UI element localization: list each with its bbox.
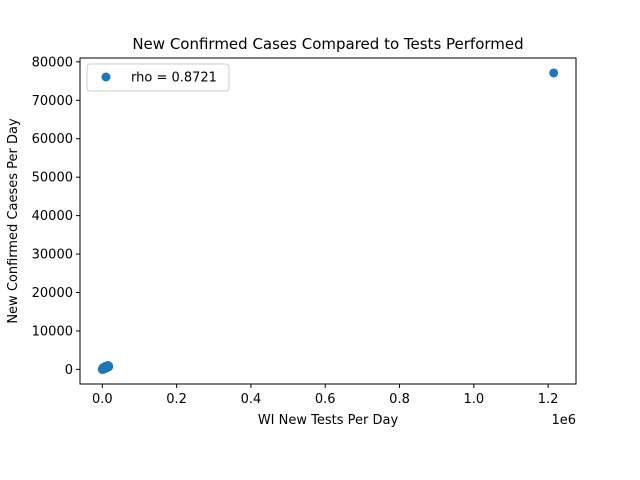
- y-tick-label: 10000: [32, 324, 73, 339]
- x-tick-label: 1.0: [463, 392, 484, 407]
- y-tick-label: 70000: [32, 94, 73, 109]
- y-axis-label: New Confirmed Caeses Per Day: [6, 118, 21, 324]
- plot-frame: [79, 57, 577, 385]
- x-axis-ticks: 0.0 0.2 0.4 0.6 0.8 1.0 1.2: [92, 384, 559, 407]
- x-tick-label: 0.6: [315, 392, 336, 407]
- y-tick-label: 0: [65, 363, 73, 378]
- legend-label: rho = 0.8721: [131, 71, 217, 86]
- legend-marker: [101, 72, 111, 82]
- data-point: [549, 68, 559, 78]
- x-tick-label: 0.8: [389, 392, 410, 407]
- x-tick-label: 0.2: [166, 392, 187, 407]
- data-point: [98, 364, 108, 374]
- y-tick-label: 20000: [32, 286, 73, 301]
- x-axis-label: WI New Tests Per Day: [258, 413, 399, 428]
- data-points: [97, 68, 559, 374]
- x-tick-label: 1.2: [538, 392, 559, 407]
- chart-title: New Confirmed Cases Compared to Tests Pe…: [132, 35, 523, 53]
- y-tick-label: 80000: [32, 55, 73, 70]
- x-tick-label: 0.0: [92, 392, 113, 407]
- x-axis-offset-label: 1e6: [551, 413, 576, 428]
- legend: rho = 0.8721: [86, 63, 230, 92]
- y-tick-label: 30000: [32, 248, 73, 263]
- y-axis-ticks: 0 10000 20000 30000 40000 50000 60000 70000 8000…: [32, 55, 80, 378]
- x-tick-label: 0.4: [241, 392, 262, 407]
- y-tick-label: 40000: [32, 209, 73, 224]
- legend-box: [86, 63, 230, 92]
- y-tick-label: 60000: [32, 132, 73, 147]
- y-tick-label: 50000: [32, 171, 73, 186]
